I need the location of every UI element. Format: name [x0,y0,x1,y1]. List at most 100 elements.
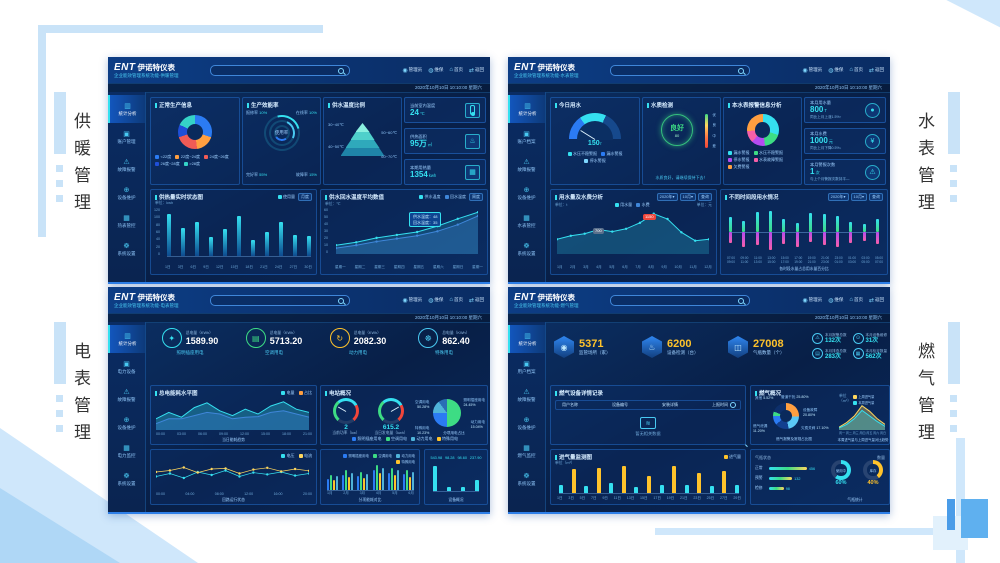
chart-caption: 回路运行状态 [222,498,245,502]
label-square [950,195,957,202]
search-input[interactable] [610,294,750,306]
sidebar-item[interactable]: ▣ 电力设备 [117,360,136,374]
sidebar-icon: ☸ [123,472,130,480]
record-tab[interactable]: 设备编号 [612,402,628,407]
main-area: ✦ 总电量（KWh） 1589.90 照明插座用电 ▤ 总电量（KWh） 5713.… [146,322,490,512]
nav-管理员[interactable]: ◉ 管理员 [802,67,823,74]
nav-首页[interactable]: ⌂ 首页 [849,67,863,73]
nav-返回[interactable]: ⇄ 返回 [868,297,884,304]
filter-chip[interactable]: 10月▾ [679,193,696,201]
sidebar-icon: ▦ [523,214,530,222]
sidebar-item[interactable]: ▣ 账户档案 [517,130,536,144]
sidebar-item[interactable]: ⊕ 设备维护 [517,186,536,200]
card-monthly-usage: 本月用水量 800T 同比上月上涨1.5%↑ ● [804,97,886,123]
sidebar-item[interactable]: ▣ 账户管理 [117,130,136,144]
sidebar-item[interactable]: ▣ 用户档案 [517,360,536,374]
card-monthly-fee: 本月水费 1000元 同比上月下降0.5%↓ ¥ [804,128,886,154]
record-tab[interactable]: 上报时间 [712,402,728,407]
nav-返回[interactable]: ⇄ 返回 [468,297,484,304]
search-input[interactable] [210,294,350,306]
stat-special: ☸ 总电量（KWh） 862.40 特殊用电 [402,328,486,356]
chart-caption: 设备概况 [448,498,464,502]
sidebar-item[interactable]: ▦ 燃气监控 [517,444,536,458]
x-axis: 1月 2月 3月 4月 5月 6月 [327,491,414,495]
verify-icon: ▦ [852,348,864,360]
filter-chip[interactable]: 2020年▾ [656,193,678,201]
sidebar-item[interactable]: ⚠ 故障报警 [117,158,136,172]
nav-icon: ⌂ [849,67,853,73]
pie-legend: 照明插座用电 空调用电 动力用电 特殊用电 [327,436,483,442]
panel-time-usage: 不同时间段用水情况 2020年▾ 10月▾ 查询 07:00 09:00 09:00 … [720,189,888,275]
dashboard-water: ENT 伊诺特仪表 企业能效管理系统功能-水表管理 ◉ 管理员 ◍ 维保 ⌂ 首页 ⇄ 返回 … [508,57,890,284]
sidebar-item[interactable]: ⚠ 故障报警 [517,388,536,402]
alarm-ratio-donut [773,403,799,429]
sidebar-item[interactable]: ⊕ 设备维护 [517,416,536,430]
sidebar-item[interactable]: ☸ 系统设置 [117,242,136,256]
sidebar-item[interactable]: ☸ 系统设置 [117,472,136,486]
nav-维保[interactable]: ◍ 维保 [428,297,444,304]
sidebar-item[interactable]: ▥ 统计分析 [508,95,545,123]
nav-维保[interactable]: ◍ 维保 [428,67,444,74]
record-tab[interactable]: 用户名称 [562,402,578,407]
panel-alarm-analysis: 本水表报警信息分析 漏水警报 水压不稳警报 停水警报 水表故障警报 欠费警报 [723,97,802,185]
nav-管理员[interactable]: ◉ 管理员 [802,297,823,304]
brand: ENT 伊诺特仪表 企业能效管理系统功能-供暖管理 [114,62,200,79]
sidebar-item[interactable]: ⊕ 设备维护 [117,416,136,430]
corner-line-bottom-right [655,528,957,535]
nav-管理员[interactable]: ◉ 管理员 [402,297,423,304]
filter-chip[interactable]: 2020年▾ [827,193,849,201]
period-filter[interactable]: 周度 [469,193,483,201]
bell-icon: ⚠ [865,164,880,180]
sidebar-icon: ▣ [523,130,530,138]
search-icon[interactable] [730,402,736,408]
nav-icon: ⇄ [468,67,474,74]
search-input[interactable] [610,64,750,76]
nav-返回[interactable]: ⇄ 返回 [468,67,484,74]
nav-icon: ⇄ [468,297,474,304]
sidebar-item[interactable]: ▥ 统计分析 [108,95,145,123]
nav-icon: ◉ [402,297,408,304]
sidebar: ▥ 统计分析 ▣ 电力设备 ⚠ 故障报警 ⊕ 设备维护 ▦ 电力监控 ☸ 系统设置 [108,322,146,512]
monitor-icon: ≋ [640,417,656,429]
sidebar-item[interactable]: ▦ 电力监控 [117,444,136,458]
sidebar-item[interactable]: ▦ 热表管控 [117,214,136,228]
axis-unit-left: 单位：t [555,202,568,207]
nav-维保[interactable]: ◍ 维保 [828,297,844,304]
sidebar-item[interactable]: ▥ 统计分析 [508,325,545,353]
chart-tooltip: 供水温度：48 回水温度：35 [409,212,442,228]
nav-首页[interactable]: ⌂ 首页 [449,67,463,73]
sidebar-item[interactable]: ⚠ 故障报警 [117,388,136,402]
line-caption: 本周进气量与上周进气量对比趋势 [837,438,889,442]
nav-首页[interactable]: ⌂ 首页 [849,297,863,303]
panel-title: 供水温度比例 [328,101,397,109]
filter-chip[interactable]: 查询 [698,193,712,201]
sidebar-item[interactable]: ⚠ 故障报警 [517,158,536,172]
record-tab[interactable]: 安装详情 [662,402,678,407]
logo: ENT [114,61,136,73]
nav-返回[interactable]: ⇄ 返回 [868,67,884,74]
filter-chip[interactable]: 10月▾ [850,193,867,201]
subtitle: 企业能效管理系统功能-燃气管理 [514,302,579,308]
search-icon [338,297,344,304]
nav-icon: ◍ [428,297,434,304]
panel-heat-bars: 供热量实时状态图 使用量 月度 单位：kwh 120 100 80 60 40 20 0 1… [150,189,317,275]
usage-pie-chart [433,399,461,427]
nav-维保[interactable]: ◍ 维保 [828,67,844,74]
sidebar-item[interactable]: ☸ 系统设置 [517,242,536,256]
sidebar-item[interactable]: ☸ 系统设置 [517,472,536,486]
filter-chip[interactable]: 查询 [869,193,883,201]
nav-首页[interactable]: ⌂ 首页 [449,297,463,303]
nav-管理员[interactable]: ◉ 管理员 [402,67,423,74]
sidebar-item[interactable]: ▥ 统计分析 [108,325,145,353]
donut-caption: 燃气报警及常规占比图 [776,437,812,441]
sidebar-item[interactable]: ▦ 水表管控 [517,214,536,228]
period-filter[interactable]: 月度 [298,193,312,201]
panel-title: 供热量实时状态图 [155,193,203,201]
card-heating-area: 供热面积 95万㎡ ♨ [404,128,486,154]
search-icon [738,297,744,304]
search-input[interactable] [210,64,350,76]
sidebar-item[interactable]: ⊕ 设备维护 [117,186,136,200]
section-label-gas: 燃气管理 [915,342,934,450]
label-bar-heating [54,92,66,154]
pyramid-chart [328,123,397,156]
